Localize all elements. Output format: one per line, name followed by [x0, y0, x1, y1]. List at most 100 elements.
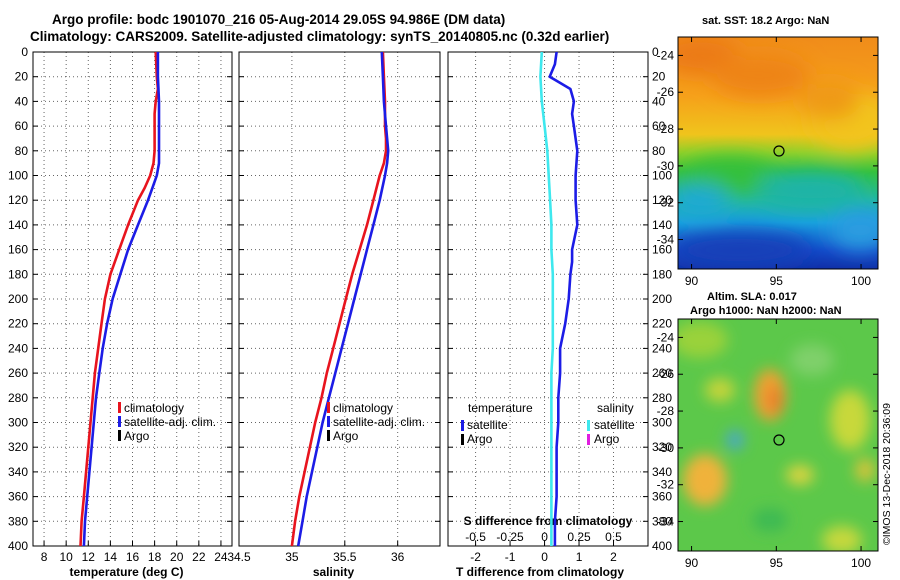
s-axis-label: S difference from climatology [464, 514, 633, 528]
depth-tick-label: 160 [652, 243, 672, 257]
legend-label: climatology [124, 401, 184, 415]
s-tick-label: 0 [541, 530, 548, 544]
depth-tick-label: 0 [652, 45, 659, 59]
map-lat-label: -32 [657, 478, 675, 492]
series-line-climatology [79, 51, 160, 547]
legend-label: satellite [467, 418, 508, 432]
legend-swatch [118, 402, 121, 413]
sla-map: 90 95 100 -24 -26 -28 -30 -32 -34 [657, 318, 879, 570]
x-tick-label: -1 [505, 550, 516, 564]
legend-swatch [118, 430, 121, 441]
depth-tick-label: 360 [8, 490, 28, 504]
x-tick-label: 18 [148, 550, 162, 564]
x-tick-label: 10 [59, 550, 73, 564]
depth-tick-label: 260 [8, 366, 28, 380]
map-lon-label: 100 [851, 556, 871, 570]
legend-label: climatology [333, 401, 393, 415]
depth-tick-label: 280 [8, 391, 28, 405]
legend-label: satellite [594, 418, 635, 432]
x-tick-label: 16 [126, 550, 140, 564]
x-tick-label: 35 [285, 550, 299, 564]
x-axis-label: temperature (deg C) [69, 565, 183, 579]
legend-swatch [461, 420, 464, 431]
s-tick-label: -0.5 [465, 530, 486, 544]
depth-tick-label: 380 [652, 514, 672, 528]
map-lon-label: 90 [685, 556, 699, 570]
depth-tick-label: 80 [652, 144, 666, 158]
map-lon-label: 90 [685, 274, 699, 288]
map-lat-label: -30 [657, 159, 675, 173]
legend-label: Argo [594, 432, 620, 446]
depth-tick-label: 80 [15, 144, 29, 158]
x-tick-label: 8 [41, 550, 48, 564]
difference-panel: -2 -1 0 1 2 -0.5 -0.25 0 0.25 0.5 S difference fro… [447, 51, 649, 579]
map-lat-label: -30 [657, 441, 675, 455]
x-axis-label: T difference from climatology [456, 565, 624, 579]
map-lat-label: -24 [657, 48, 675, 62]
depth-tick-label: 100 [8, 169, 28, 183]
depth-tick-label: 240 [8, 341, 28, 355]
depth-tick-label: 220 [652, 317, 672, 331]
map-lon-label: 95 [770, 556, 784, 570]
depth-tick-label: 260 [652, 366, 672, 380]
depth-tick-label: 120 [652, 193, 672, 207]
temperature-panel: 8 10 12 14 16 18 20 22 24 temperature (deg C) clim… [32, 51, 233, 579]
sla-map-title-line-1: Altim. SLA: 0.017 [707, 291, 797, 303]
depth-tick-label: 20 [15, 70, 29, 84]
legend-swatch [461, 434, 464, 445]
legend-label: satellite-adj. clim. [333, 415, 425, 429]
x-tick-label: 24 [214, 550, 228, 564]
map-lat-label: -28 [657, 122, 675, 136]
depth-tick-label: 240 [652, 341, 672, 355]
legend-label: Argo [467, 432, 493, 446]
depth-tick-label: 200 [652, 292, 672, 306]
x-tick-label: 22 [192, 550, 206, 564]
depth-tick-label: 220 [8, 317, 28, 331]
gridlines [448, 52, 648, 546]
legend-label: Argo [124, 429, 150, 443]
sla-map-title-line-2: Argo h1000: NaN h2000: NaN [690, 305, 842, 317]
depth-tick-label: 300 [8, 416, 28, 430]
legend-swatch [118, 416, 121, 427]
legend-swatch [587, 420, 590, 431]
depth-tick-label: 320 [8, 440, 28, 454]
depth-tick-label: 360 [652, 490, 672, 504]
x-tick-label: 36 [391, 550, 405, 564]
x-tick-label: 20 [170, 550, 184, 564]
depth-tick-label: 120 [8, 193, 28, 207]
sst-map-title: sat. SST: 18.2 Argo: NaN [702, 15, 830, 27]
depth-tick-label: 400 [8, 539, 28, 553]
depth-tick-label: 40 [652, 94, 666, 108]
depth-tick-label: 60 [652, 119, 666, 133]
legend-swatch [327, 402, 330, 413]
map-lat-label: -34 [657, 515, 675, 529]
x-tick-label: 35.5 [333, 550, 357, 564]
x-tick-label: 0 [541, 550, 548, 564]
map-lon-label: 95 [770, 274, 784, 288]
map-lon-label: 100 [851, 274, 871, 288]
x-axis-label: salinity [313, 565, 355, 579]
sla-argo-marker [773, 434, 785, 446]
depth-tick-label: 280 [652, 391, 672, 405]
depth-tick-label: 60 [15, 119, 29, 133]
depth-tick-label: 200 [8, 292, 28, 306]
s-tick-label: -0.25 [496, 530, 524, 544]
depth-tick-label: 20 [652, 70, 666, 84]
x-tick-label: 1 [576, 550, 583, 564]
depth-axis-right: 0 20 40 60 80 100 120 140 160 180 200 220 240 260 280 3… [652, 45, 672, 553]
axes-frame [32, 51, 233, 547]
depth-tick-label: 380 [8, 514, 28, 528]
title-line-1: Argo profile: bodc 1901070_216 05-Aug-20… [52, 12, 506, 27]
depth-tick-label: 140 [652, 218, 672, 232]
legend-title: temperature [468, 401, 533, 415]
depth-tick-label: 320 [652, 440, 672, 454]
map-lat-label: -26 [657, 85, 675, 99]
x-tick-label: 2 [610, 550, 617, 564]
depth-tick-label: 0 [21, 45, 28, 59]
depth-tick-label: 180 [8, 267, 28, 281]
depth-tick-label: 340 [652, 465, 672, 479]
gridlines [238, 52, 440, 546]
depth-tick-label: 140 [8, 218, 28, 232]
legend-label: Argo [333, 429, 359, 443]
